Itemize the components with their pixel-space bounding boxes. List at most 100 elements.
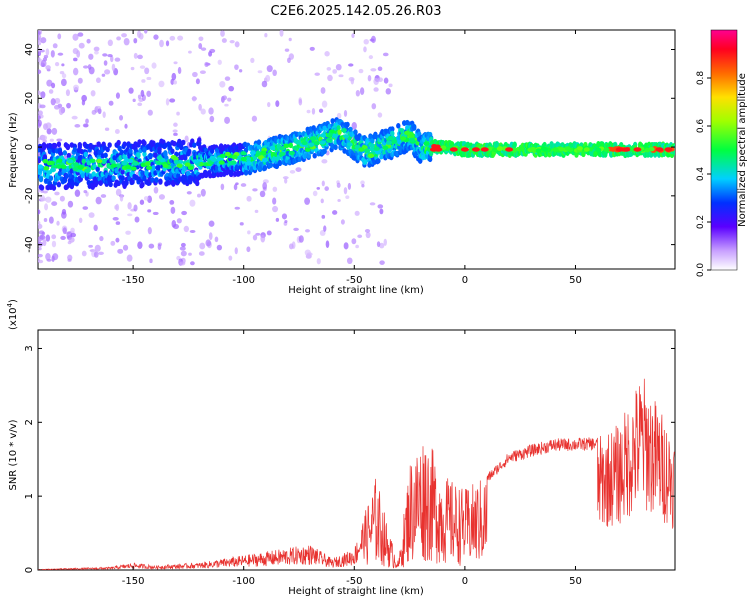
spectrogram-core (72, 166, 79, 172)
spectrogram-speckle (191, 95, 197, 102)
spectrogram-speckle (192, 71, 198, 78)
spectrogram-speckle (173, 80, 177, 85)
spectrogram-speckle (40, 91, 46, 99)
spectrogram-speckle (379, 208, 384, 215)
spectrogram-speckle (255, 232, 261, 236)
spectrogram-cell (81, 158, 86, 165)
spectrogram-cell (137, 139, 142, 145)
y-tick-label: 40 (24, 43, 35, 56)
spectrogram-core (184, 162, 191, 167)
spectrogram-core (56, 164, 63, 169)
spectrogram-speckle (261, 80, 268, 88)
spectrogram-y-label: Frequency (Hz) (8, 112, 19, 188)
spectrogram-speckle (38, 259, 44, 264)
spectrogram-speckle (198, 43, 203, 50)
spectrogram-speckle (70, 232, 77, 238)
spectrogram-speckle (62, 227, 67, 235)
spectrogram-speckle (56, 138, 63, 142)
spectrogram-cell (70, 180, 76, 187)
spectrogram-speckle (137, 241, 143, 249)
spectrogram-speckle (49, 138, 54, 142)
spectrogram-core (176, 163, 183, 168)
colorbar-label: Normalized spectral amplitude (737, 73, 748, 227)
spectrogram-speckle (189, 229, 196, 233)
spectrogram-speckle (304, 197, 311, 205)
spectrogram-cell (142, 151, 147, 157)
spectrogram-cell (77, 144, 83, 150)
y-tick-label: 0 (24, 567, 35, 573)
spectrogram-speckle (266, 65, 273, 73)
spectrogram-speckle (59, 70, 65, 75)
spectrogram-cell (348, 126, 353, 133)
spectrogram-speckle (38, 209, 41, 215)
spectrogram-speckle (45, 196, 52, 203)
spectrogram-speckle (355, 244, 359, 249)
spectrogram-speckle (360, 180, 365, 185)
spectrogram-speckle (98, 251, 104, 255)
spectrogram-speckle (102, 111, 106, 119)
spectrogram-core (145, 165, 152, 171)
spectrogram-speckle (377, 204, 384, 209)
spectrogram-core (542, 147, 549, 152)
spectrogram-speckle (272, 197, 277, 205)
spectrogram-cell (157, 148, 162, 155)
spectrogram-peak (471, 147, 480, 152)
x-tick-label: -100 (232, 576, 255, 587)
spectrogram-speckle (123, 37, 130, 46)
spectrogram-speckle (57, 33, 62, 40)
x-tick-label: 50 (569, 576, 582, 587)
spectrogram-speckle (183, 225, 190, 233)
spectrogram-speckle (139, 65, 146, 69)
spectrogram-speckle (85, 118, 89, 124)
spectrogram-speckle (327, 74, 333, 82)
spectrogram-speckle (52, 43, 58, 49)
spectrogram-core (340, 128, 347, 133)
spectrogram-speckle (251, 115, 258, 122)
spectrogram-core (110, 163, 117, 168)
spectrogram-core (608, 146, 615, 152)
spectrogram-core (288, 150, 295, 156)
spectrogram-speckle (348, 63, 354, 67)
spectrogram-speckle (38, 50, 42, 57)
spectrogram-speckle (282, 176, 289, 180)
spectrogram-cell (512, 141, 517, 148)
spectrogram-speckle (141, 79, 146, 83)
spectrogram-speckle (318, 108, 324, 113)
spectrogram-speckle (199, 242, 206, 250)
spectrogram-speckle (83, 189, 88, 194)
snr-multiplier-base: (x10 (8, 307, 19, 330)
spectrogram-speckle (54, 191, 60, 196)
spectrogram-speckle (152, 211, 159, 216)
spectrogram-speckle (198, 251, 205, 256)
spectrogram-speckle (38, 110, 43, 116)
spectrogram-speckle (377, 112, 383, 118)
spectrogram-speckle (153, 186, 159, 194)
spectrogram-speckle (73, 57, 78, 62)
spectrogram-speckle (67, 254, 73, 261)
spectrogram-cell (120, 169, 125, 175)
spectrogram-speckle (288, 37, 292, 42)
spectrogram-speckle (323, 225, 327, 232)
x-tick-label: -50 (346, 275, 362, 286)
spectrogram-core (603, 147, 610, 152)
spectrogram-speckle (385, 88, 392, 95)
x-tick-label: 0 (462, 576, 468, 587)
spectrogram-core (308, 142, 315, 147)
spectrogram-speckle (54, 97, 61, 104)
spectrogram-speckle (321, 214, 326, 219)
spectrogram-core (77, 165, 84, 170)
spectrogram-cell (412, 125, 417, 131)
spectrogram-speckle (254, 209, 259, 213)
spectrogram-speckle (305, 229, 310, 233)
spectrogram-speckle (137, 54, 143, 60)
spectrogram-speckle (117, 248, 124, 254)
spectrogram-cell (345, 121, 350, 128)
spectrogram-speckle (169, 200, 175, 205)
spectrogram-core (279, 146, 286, 151)
spectrogram-cell (41, 142, 47, 148)
spectrogram-speckle (316, 258, 321, 265)
spectrogram-cell (171, 181, 176, 187)
spectrogram-core (331, 133, 338, 139)
spectrogram-cell (274, 163, 280, 170)
spectrogram-cell (390, 130, 395, 137)
